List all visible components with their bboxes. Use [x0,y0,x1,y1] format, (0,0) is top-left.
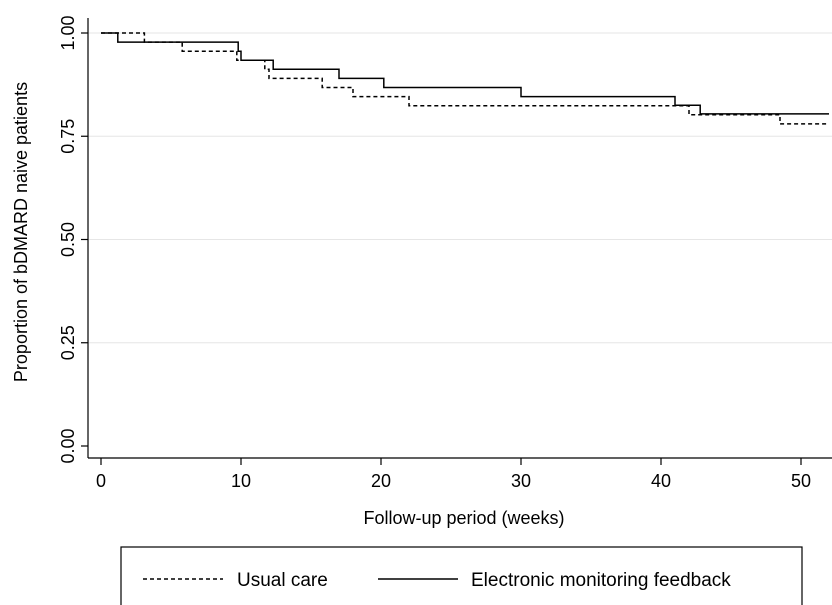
legend-label-usual-care: Usual care [237,570,328,591]
gridlines [88,32,832,344]
y-tick-label: 0.50 [58,222,78,257]
legend: Usual care Electronic monitoring feedbac… [120,546,803,605]
legend-box [120,546,803,605]
y-tick-label: 0.25 [58,325,78,360]
y-tick-label: 0.00 [58,428,78,463]
series-layer [101,32,829,125]
y-axis-label: Proportion of bDMARD naive patients [11,82,31,382]
series-electronic-monitoring-line [101,32,829,115]
x-tick-label: 0 [96,471,106,491]
x-tick-label: 10 [231,471,251,491]
x-tick-label: 20 [371,471,391,491]
y-ticks: 0.00 0.25 0.50 0.75 1.00 [58,15,88,464]
x-axis-label: Follow-up period (weeks) [363,508,564,528]
axes [87,18,832,459]
legend-label-electronic-monitoring: Electronic monitoring feedback [471,570,731,591]
x-tick-label: 30 [511,471,531,491]
series-usual-care-line [101,32,829,125]
x-tick-label: 40 [651,471,671,491]
x-ticks: 0 10 20 30 40 50 [96,458,811,491]
y-tick-label: 1.00 [58,15,78,50]
y-tick-label: 0.75 [58,119,78,154]
x-tick-label: 50 [791,471,811,491]
